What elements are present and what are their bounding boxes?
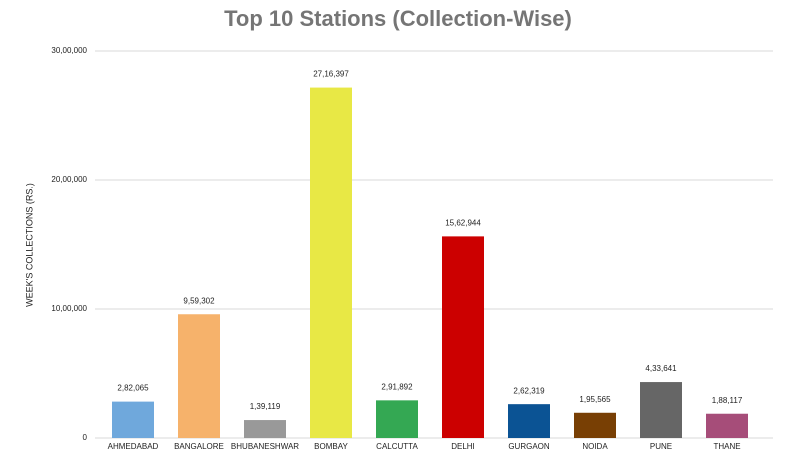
y-tick-label: 20,00,000	[51, 175, 87, 184]
data-label: 2,82,065	[117, 384, 149, 393]
data-label: 2,91,892	[381, 382, 413, 391]
chart-title: Top 10 Stations (Collection-Wise)	[224, 6, 572, 31]
bar	[310, 87, 352, 439]
x-tick-label: BOMBAY	[314, 442, 348, 451]
bar	[640, 382, 682, 438]
data-label: 1,39,119	[250, 402, 281, 411]
data-label: 9,59,302	[183, 296, 215, 305]
data-label: 27,16,397	[313, 70, 349, 79]
bar	[244, 420, 286, 438]
x-tick-label: GURGAON	[508, 442, 550, 451]
x-tick-label: BANGALORE	[174, 442, 224, 451]
x-tick-label: PUNE	[650, 442, 672, 451]
y-tick-label: 10,00,000	[51, 304, 87, 313]
y-tick-label: 30,00,000	[51, 46, 87, 55]
x-tick-label: BHUBANESHWAR	[231, 442, 299, 451]
data-label: 4,33,641	[645, 364, 677, 373]
x-tick-label: CALCUTTA	[376, 442, 418, 451]
bar	[508, 404, 550, 438]
x-tick-label: THANE	[713, 442, 740, 451]
bar	[706, 413, 748, 438]
bar	[112, 401, 154, 438]
x-tick-label: NOIDA	[582, 442, 608, 451]
bar	[376, 400, 418, 438]
x-tick-label: DELHI	[451, 442, 475, 451]
y-axis-label: WEEK'S COLLECTIONS (RS.)	[24, 183, 34, 307]
bar	[178, 314, 220, 438]
bar	[442, 236, 484, 438]
y-tick-label: 0	[83, 433, 88, 442]
data-label: 2,62,319	[513, 386, 545, 395]
data-label: 1,88,117	[712, 396, 743, 405]
x-tick-label: AHMEDABAD	[108, 442, 159, 451]
bar	[574, 412, 616, 438]
data-label: 15,62,944	[445, 218, 481, 227]
data-label: 1,95,565	[579, 395, 611, 404]
